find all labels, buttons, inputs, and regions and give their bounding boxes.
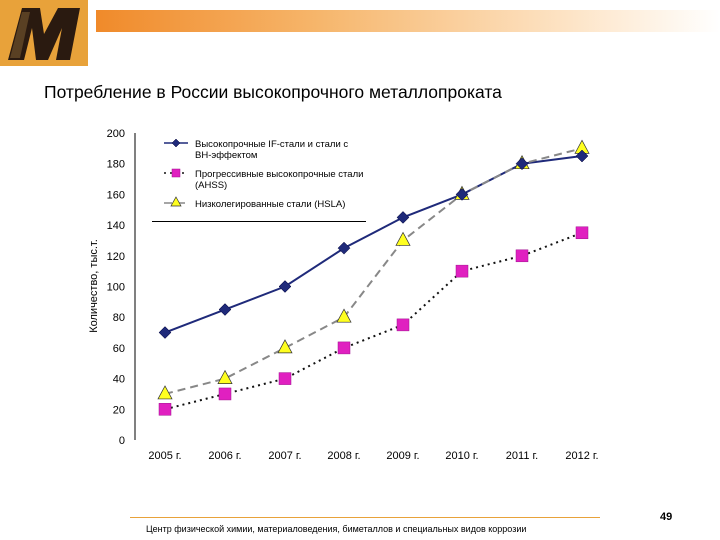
y-axis-label: Количество, тыс.т. xyxy=(88,239,100,333)
data-point-series-3 xyxy=(336,308,352,323)
data-point-series-3 xyxy=(395,231,411,246)
y-tick-label: 40 xyxy=(113,374,125,386)
data-point-series-1 xyxy=(396,211,410,224)
data-point-series-1 xyxy=(278,280,292,293)
data-point-series-1 xyxy=(218,303,232,316)
logo xyxy=(0,0,88,66)
data-point-series-2 xyxy=(515,249,529,263)
y-tick-label: 140 xyxy=(107,220,125,232)
data-point-series-2 xyxy=(278,372,292,385)
data-point-series-1 xyxy=(575,149,589,163)
legend-separator xyxy=(152,221,366,222)
y-tick-label: 60 xyxy=(113,343,125,355)
legend-label-1: Высокопрочные IF-стали и стали с BH-эффек… xyxy=(195,139,348,161)
data-point-series-2 xyxy=(455,264,469,278)
legend-label-2: Прогрессивные высокопрочные стали (AHSS) xyxy=(195,169,363,191)
data-point-series-3 xyxy=(277,339,293,354)
legend-marker-3 xyxy=(170,196,182,207)
legend-marker-1 xyxy=(171,138,181,148)
x-tick-label: 2010 г. xyxy=(445,450,478,462)
y-tick-label: 80 xyxy=(113,312,125,324)
x-tick-label: 2009 г. xyxy=(386,450,419,462)
logo-mark-icon xyxy=(0,0,88,66)
x-tick-label: 2007 г. xyxy=(268,450,301,462)
data-point-series-3 xyxy=(217,369,233,384)
y-tick-label: 20 xyxy=(113,404,125,416)
footer-text: Центр физической химии, материаловедения… xyxy=(146,524,527,534)
y-tick-label: 0 xyxy=(119,435,125,447)
legend-marker-2 xyxy=(171,168,181,178)
y-tick-label: 120 xyxy=(107,251,125,263)
y-tick-label: 100 xyxy=(107,282,125,294)
series-line-2 xyxy=(164,231,583,411)
x-tick-label: 2005 г. xyxy=(148,450,181,462)
data-point-series-1 xyxy=(455,188,469,201)
y-tick-label: 160 xyxy=(107,189,125,201)
series-line-3 xyxy=(164,147,583,395)
data-point-series-1 xyxy=(158,326,172,339)
data-point-series-3 xyxy=(157,385,173,400)
y-tick-label: 200 xyxy=(107,128,125,140)
y-tick-label: 180 xyxy=(107,159,125,171)
page-number: 49 xyxy=(660,511,673,523)
x-tick-label: 2012 г. xyxy=(565,450,598,462)
x-tick-label: 2011 г. xyxy=(506,450,538,462)
legend-label-3: Низколегированные стали (HSLA) xyxy=(195,199,345,210)
data-point-series-1 xyxy=(515,157,529,171)
data-point-series-2 xyxy=(337,341,351,355)
footer-divider xyxy=(130,517,600,518)
data-point-series-2 xyxy=(396,318,410,332)
slide-title: Потребление в России высокопрочного мета… xyxy=(44,82,502,102)
data-point-series-2 xyxy=(575,226,589,240)
header-bar xyxy=(96,10,720,32)
data-point-series-1 xyxy=(337,241,351,255)
data-point-series-2 xyxy=(158,403,172,416)
x-tick-label: 2008 г. xyxy=(327,450,360,462)
x-tick-label: 2006 г. xyxy=(208,450,241,462)
data-point-series-2 xyxy=(218,387,232,401)
